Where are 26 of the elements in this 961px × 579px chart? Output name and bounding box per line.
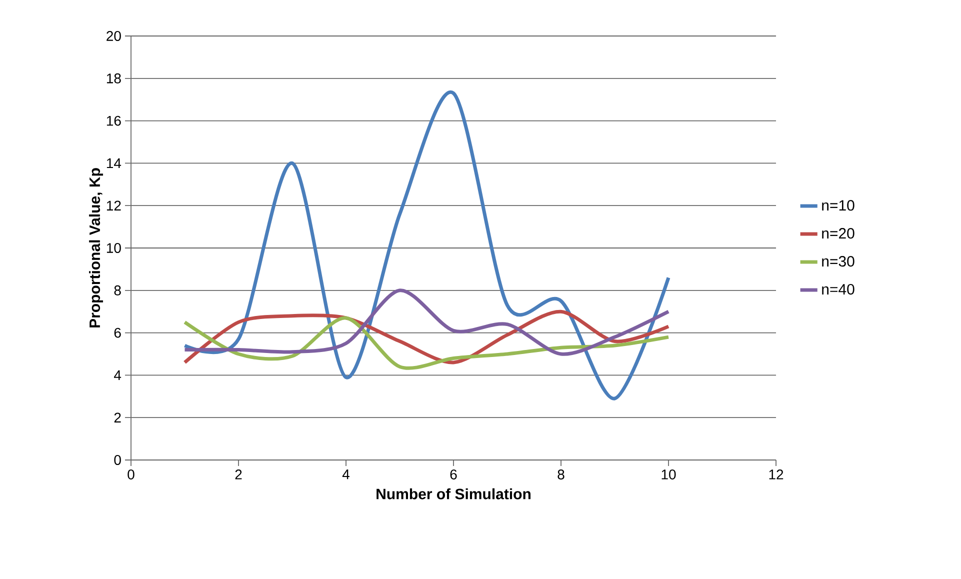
line-series	[183, 288, 670, 356]
x-tick-label: 10	[662, 470, 676, 480]
y-tick-label: 12	[106, 200, 121, 210]
x-axis-title: Number of Simulation	[376, 488, 530, 500]
legend-label: n=10	[822, 200, 854, 211]
x-tick-label: 12	[769, 470, 784, 480]
legend-label: n=30	[822, 256, 854, 267]
y-axis-title: Proportional Value, Kp	[89, 168, 104, 328]
line-series	[183, 91, 670, 400]
y-tick-label: 10	[106, 243, 121, 253]
y-tick-label: 18	[106, 73, 121, 84]
legend-label: n=40	[822, 284, 854, 295]
y-tick-label: 16	[106, 116, 121, 126]
x-tick-label: 6	[450, 470, 457, 480]
y-tick-label: 4	[114, 370, 122, 380]
x-tick-label: 4	[342, 470, 350, 480]
x-tick-label: 0	[128, 470, 134, 480]
x-tick-label: 8	[558, 470, 564, 480]
y-tick-label: 2	[114, 412, 121, 422]
y-tick-label: 8	[114, 285, 121, 296]
legend-label: n=20	[822, 228, 854, 239]
y-tick-label: 14	[106, 158, 122, 168]
y-tick-label: 0	[114, 455, 121, 465]
y-tick-label: 6	[114, 328, 121, 338]
x-tick-label: 2	[235, 470, 242, 480]
y-tick-label: 20	[106, 31, 121, 41]
